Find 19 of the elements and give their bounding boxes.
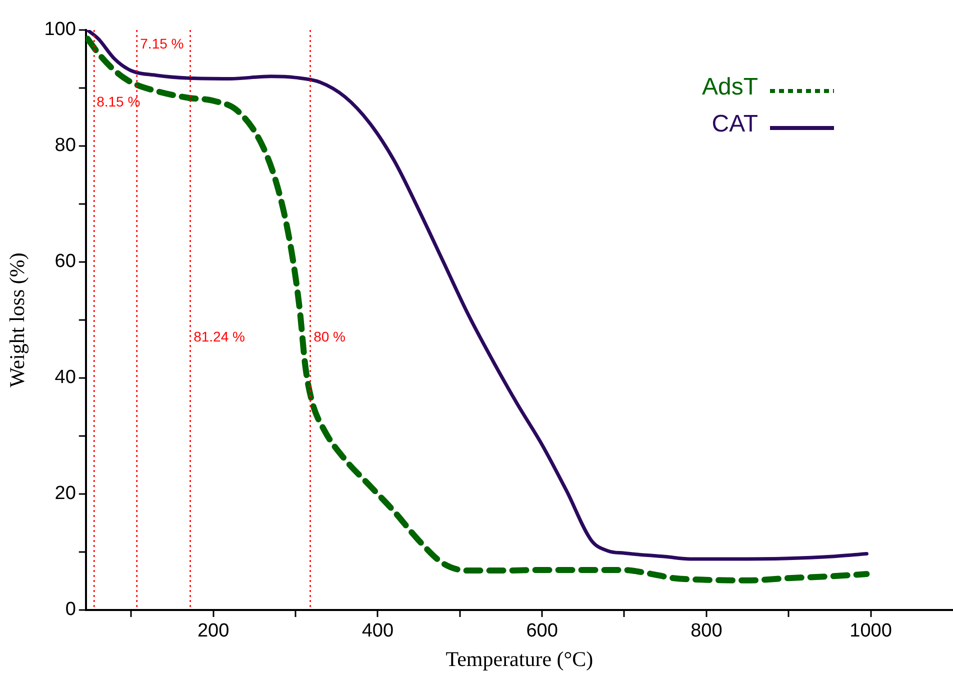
legend-label: AdsT: [702, 74, 758, 101]
annotation: 80 %: [314, 328, 346, 344]
annotation: 81.24 %: [194, 328, 245, 344]
x-tick-label: 800: [690, 620, 722, 642]
legend-label: CAT: [712, 110, 758, 138]
y-tick-label: 20: [54, 483, 76, 504]
x-tick-label: 1000: [850, 620, 892, 642]
y-tick-label: 80: [54, 135, 76, 156]
y-axis-title: Weight loss (%): [5, 252, 30, 388]
y-tick-label: 100: [44, 19, 76, 40]
x-tick-label: 600: [526, 620, 558, 642]
annotation: 8.15 %: [96, 93, 140, 110]
y-tick-label: 60: [54, 251, 76, 272]
annotation: 7.15 %: [140, 35, 184, 52]
x-tick-label: 200: [197, 620, 230, 642]
x-axis-title: Temperature (°C): [446, 646, 594, 671]
y-tick-label: 0: [65, 599, 76, 620]
y-tick-label: 40: [54, 367, 76, 388]
x-tick-label: 400: [362, 620, 394, 642]
